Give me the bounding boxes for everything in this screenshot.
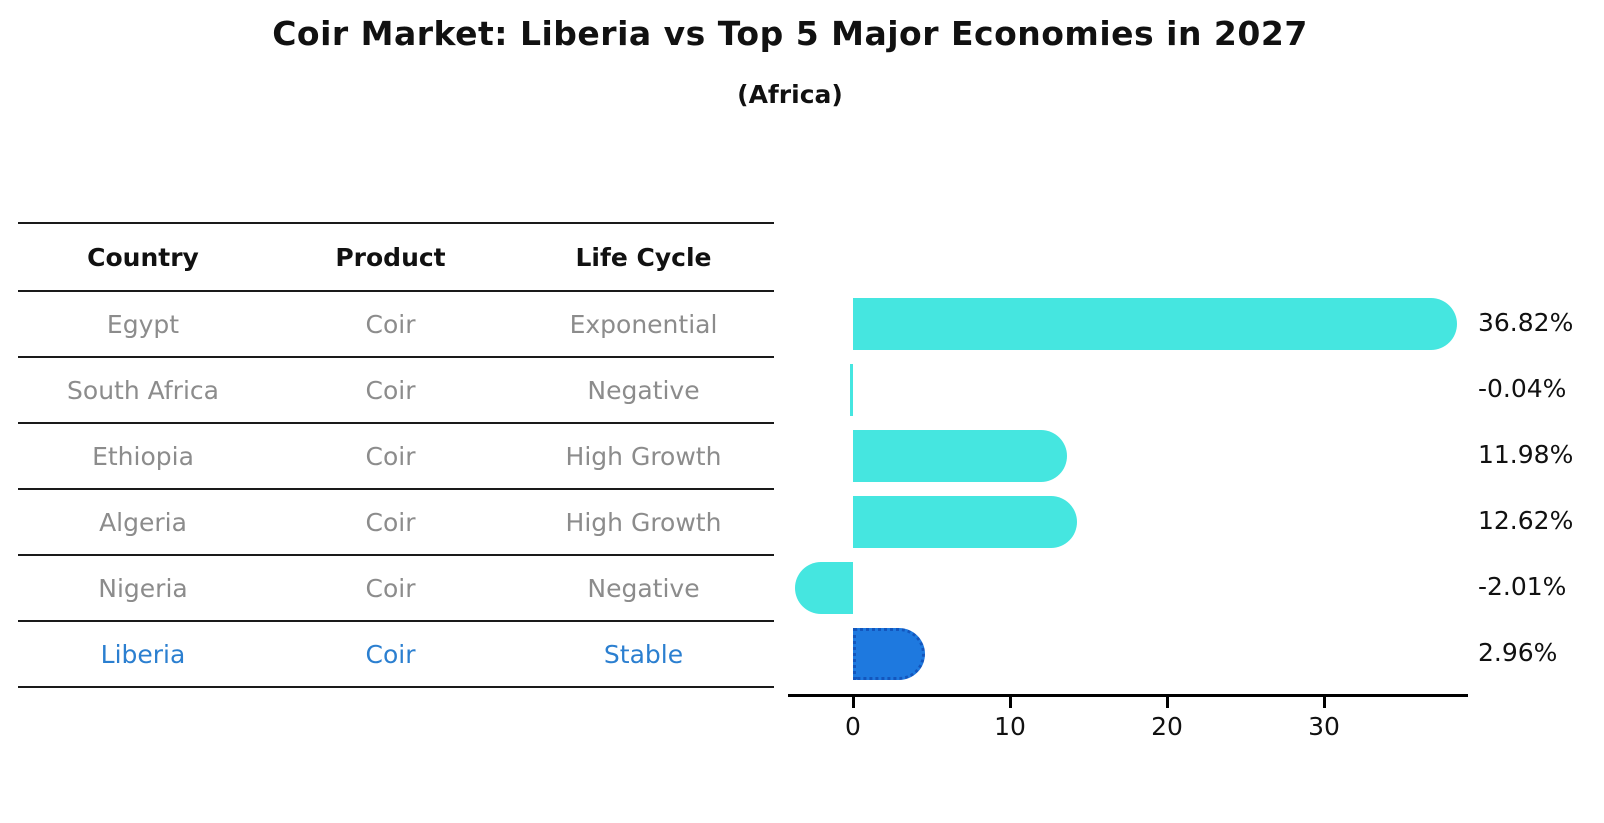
x-axis-tick-label: 30 bbox=[1308, 712, 1340, 741]
cell-country: Liberia bbox=[100, 639, 186, 669]
cell-country: Ethiopia bbox=[92, 441, 194, 471]
value-label: 11.98% bbox=[1478, 440, 1574, 469]
cell-product: Coir bbox=[365, 309, 416, 339]
value-label: 2.96% bbox=[1478, 638, 1558, 667]
x-axis-tick bbox=[1009, 697, 1012, 708]
cell-life-cycle: Stable bbox=[603, 639, 684, 669]
value-label: -0.04% bbox=[1478, 374, 1567, 403]
value-label: 36.82% bbox=[1478, 308, 1574, 337]
country-table: Country Product Life Cycle Egypt Coir Ex… bbox=[18, 222, 774, 688]
cell-product: Coir bbox=[365, 507, 416, 537]
bar-egypt bbox=[853, 298, 1458, 350]
cell-product: Coir bbox=[365, 375, 416, 405]
x-axis-tick-label: 10 bbox=[994, 712, 1026, 741]
column-header-country: Country bbox=[87, 242, 199, 272]
cell-life-cycle: Exponential bbox=[569, 309, 718, 339]
cell-country: Algeria bbox=[99, 507, 187, 537]
column-header-product: Product bbox=[335, 242, 446, 272]
cell-product: Coir bbox=[365, 573, 416, 603]
cell-life-cycle: High Growth bbox=[565, 507, 722, 537]
chart-title: Coir Market: Liberia vs Top 5 Major Econ… bbox=[272, 14, 1308, 53]
cell-life-cycle: Negative bbox=[587, 573, 700, 603]
table-header-row: Country Product Life Cycle bbox=[18, 224, 774, 292]
table-row: Ethiopia Coir High Growth bbox=[18, 424, 774, 490]
cell-product: Coir bbox=[365, 441, 416, 471]
bar-nigeria bbox=[795, 562, 853, 614]
value-label: 12.62% bbox=[1478, 506, 1574, 535]
x-axis-tick bbox=[1166, 697, 1169, 708]
cell-country: Egypt bbox=[106, 309, 180, 339]
bar-south-africa bbox=[850, 364, 853, 416]
cell-life-cycle: High Growth bbox=[565, 441, 722, 471]
cell-country: Nigeria bbox=[98, 573, 188, 603]
cell-life-cycle: Negative bbox=[587, 375, 700, 405]
cell-product: Coir bbox=[365, 639, 416, 669]
value-label: -2.01% bbox=[1478, 572, 1567, 601]
bar-liberia bbox=[853, 628, 926, 680]
table-row: Nigeria Coir Negative bbox=[18, 556, 774, 622]
x-axis-tick-label: 20 bbox=[1151, 712, 1183, 741]
table-row: South Africa Coir Negative bbox=[18, 358, 774, 424]
x-axis-tick-label: 0 bbox=[845, 712, 861, 741]
x-axis-tick bbox=[1323, 697, 1326, 708]
x-axis-tick bbox=[852, 697, 855, 708]
x-axis-line bbox=[788, 694, 1468, 697]
bar-algeria bbox=[853, 496, 1078, 548]
chart-subtitle: (Africa) bbox=[737, 80, 843, 109]
table-row: Egypt Coir Exponential bbox=[18, 292, 774, 358]
table-row-liberia: Liberia Coir Stable bbox=[18, 622, 774, 688]
table-row: Algeria Coir High Growth bbox=[18, 490, 774, 556]
column-header-life-cycle: Life Cycle bbox=[575, 242, 712, 272]
cell-country: South Africa bbox=[67, 375, 219, 405]
bar-ethiopia bbox=[853, 430, 1068, 482]
